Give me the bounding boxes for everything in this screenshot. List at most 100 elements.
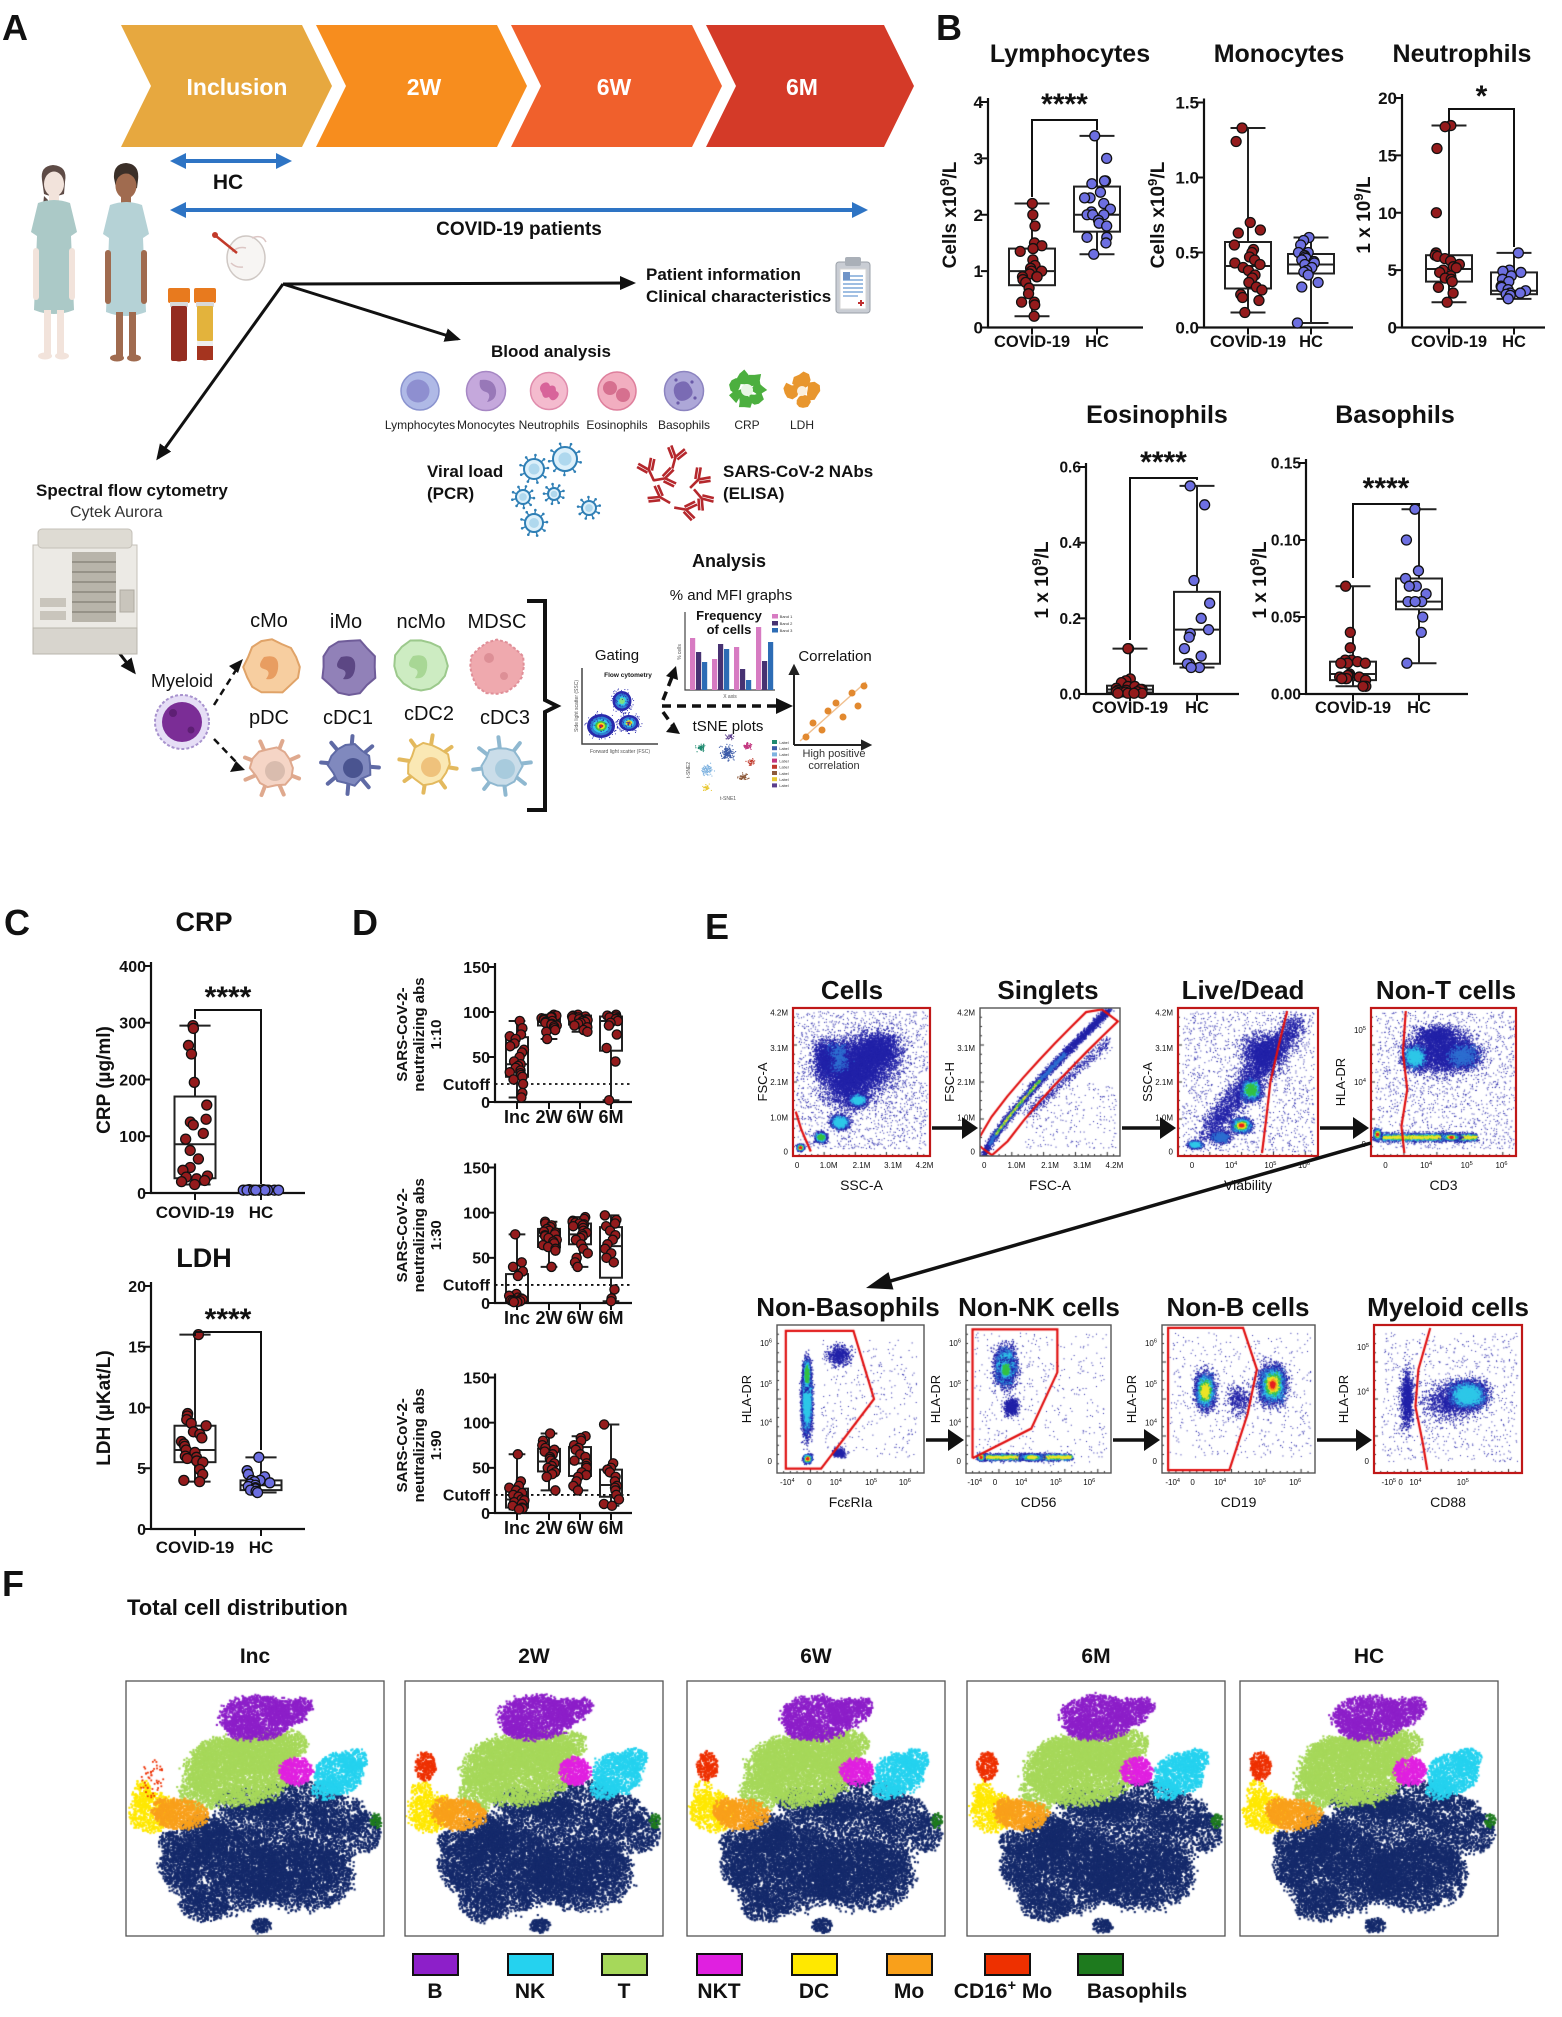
svg-text:****: **** [205, 981, 252, 1014]
svg-text:E: E [705, 906, 729, 947]
svg-text:Singlets: Singlets [997, 975, 1098, 1005]
svg-text:100: 100 [463, 1205, 490, 1222]
svg-text:106: 106 [1495, 1161, 1507, 1170]
svg-text:Basophils: Basophils [1335, 401, 1454, 429]
svg-text:Inc: Inc [240, 1645, 271, 1668]
svg-text:0: 0 [1365, 1457, 1370, 1466]
svg-text:tSNE plots: tSNE plots [693, 718, 764, 735]
svg-text:CD56: CD56 [1021, 1494, 1057, 1510]
svg-text:Inc: Inc [504, 1518, 530, 1538]
svg-text:CD88: CD88 [1430, 1494, 1466, 1510]
svg-text:0: 0 [1169, 1148, 1174, 1157]
svg-text:Non-B cells: Non-B cells [1166, 1292, 1309, 1322]
svg-text:104: 104 [760, 1419, 772, 1428]
svg-text:2W: 2W [518, 1645, 550, 1668]
svg-text:1 x 109/L: 1 x 109/L [1247, 541, 1271, 619]
svg-text:2W: 2W [536, 1308, 563, 1328]
svg-text:Patient information: Patient information [646, 265, 801, 284]
svg-text:106: 106 [1289, 1478, 1301, 1487]
svg-text:Gating: Gating [595, 647, 639, 664]
svg-text:1: 1 [974, 262, 983, 281]
svg-text:COVID-19: COVID-19 [1315, 699, 1391, 717]
svg-text:0.2: 0.2 [1059, 611, 1081, 628]
svg-text:6W: 6W [597, 74, 632, 100]
svg-text:1.0M: 1.0M [1008, 1161, 1026, 1170]
svg-text:Inclusion: Inclusion [187, 74, 288, 100]
svg-text:3.1M: 3.1M [884, 1161, 902, 1170]
svg-text:LDH (µKat/L): LDH (µKat/L) [94, 1350, 115, 1465]
svg-text:150: 150 [463, 960, 490, 977]
svg-text:200: 200 [119, 1072, 146, 1089]
svg-text:0: 0 [807, 1478, 812, 1487]
svg-text:Viral load: Viral load [427, 462, 503, 481]
svg-text:Lymphocytes: Lymphocytes [385, 418, 455, 432]
svg-text:-105: -105 [1381, 1478, 1396, 1487]
svg-text:105: 105 [1461, 1161, 1473, 1170]
svg-text:****: **** [205, 1303, 252, 1336]
svg-text:105: 105 [1457, 1478, 1469, 1487]
svg-text:MDSC: MDSC [468, 611, 527, 633]
svg-text:0: 0 [481, 1095, 490, 1112]
svg-text:t-SNE2: t-SNE2 [686, 762, 692, 778]
svg-text:2.1M: 2.1M [770, 1078, 788, 1087]
svg-text:High positive: High positive [803, 748, 866, 760]
svg-text:4.2M: 4.2M [1106, 1161, 1124, 1170]
svg-text:neutralizing abs: neutralizing abs [411, 1388, 428, 1502]
svg-text:Label: Label [779, 772, 788, 776]
svg-text:0: 0 [957, 1457, 962, 1466]
svg-text:4.2M: 4.2M [916, 1161, 934, 1170]
svg-text:COVID-19: COVID-19 [994, 333, 1070, 351]
svg-text:15: 15 [128, 1340, 146, 1357]
svg-text:Side light scatter (SSC): Side light scatter (SSC) [574, 680, 580, 732]
svg-text:Cutoff: Cutoff [443, 1077, 491, 1094]
svg-text:3.1M: 3.1M [957, 1044, 975, 1053]
svg-text:Mo: Mo [894, 1980, 924, 2003]
svg-text:1.0M: 1.0M [770, 1114, 788, 1123]
svg-text:0: 0 [481, 1506, 490, 1523]
svg-text:B: B [936, 7, 962, 48]
svg-text:SSC-A: SSC-A [1140, 1062, 1155, 1102]
svg-text:Clinical characteristics: Clinical characteristics [646, 287, 831, 306]
svg-text:100: 100 [119, 1129, 146, 1146]
svg-text:neutralizing abs: neutralizing abs [411, 977, 428, 1091]
svg-text:SARS-CoV-2-: SARS-CoV-2- [394, 1398, 411, 1492]
svg-text:0.15: 0.15 [1271, 456, 1302, 473]
svg-text:105: 105 [1145, 1380, 1157, 1389]
svg-text:0: 0 [481, 1296, 490, 1313]
svg-text:Non-Basophils: Non-Basophils [756, 1292, 939, 1322]
svg-text:B: B [427, 1980, 442, 2003]
svg-text:104: 104 [1225, 1161, 1237, 1170]
svg-text:Inc: Inc [504, 1308, 530, 1328]
svg-text:0.0: 0.0 [1059, 687, 1081, 704]
svg-text:CRP: CRP [734, 418, 759, 432]
svg-text:104: 104 [949, 1419, 961, 1428]
svg-text:150: 150 [463, 1370, 490, 1387]
svg-text:A: A [2, 7, 28, 48]
svg-text:0.5: 0.5 [1175, 244, 1199, 263]
svg-text:F: F [2, 1563, 24, 1604]
svg-text:4: 4 [974, 93, 984, 112]
svg-text:0: 0 [784, 1148, 789, 1157]
svg-text:-104: -104 [1165, 1478, 1180, 1487]
svg-text:2.1M: 2.1M [1041, 1161, 1059, 1170]
svg-text:10: 10 [1378, 204, 1397, 223]
svg-text:HLA-DR: HLA-DR [1124, 1375, 1139, 1423]
svg-text:0: 0 [795, 1161, 800, 1170]
svg-text:(ELISA): (ELISA) [723, 484, 784, 503]
svg-text:neutralizing abs: neutralizing abs [411, 1178, 428, 1292]
svg-text:0: 0 [1383, 1161, 1388, 1170]
svg-text:105: 105 [1357, 1343, 1369, 1352]
svg-text:Monocytes: Monocytes [1214, 40, 1345, 68]
svg-text:*: * [1476, 80, 1488, 113]
svg-text:Label: Label [779, 766, 788, 770]
svg-text:COVID-19: COVID-19 [1210, 333, 1286, 351]
svg-text:Live/Dead: Live/Dead [1182, 975, 1305, 1005]
svg-text:CD19: CD19 [1221, 1494, 1257, 1510]
svg-text:1.0M: 1.0M [820, 1161, 838, 1170]
svg-text:0.6: 0.6 [1059, 460, 1081, 477]
svg-text:Label: Label [779, 753, 788, 757]
svg-text:1:10: 1:10 [428, 1019, 445, 1049]
svg-text:LDH: LDH [176, 1243, 232, 1273]
svg-text:FSC-H: FSC-H [942, 1062, 957, 1102]
svg-text:Non-T cells: Non-T cells [1376, 975, 1516, 1005]
